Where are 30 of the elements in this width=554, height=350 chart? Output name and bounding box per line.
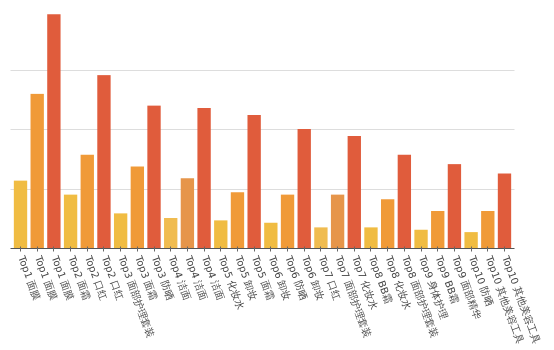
bar	[47, 14, 61, 248]
bar	[414, 230, 428, 248]
bar	[180, 178, 194, 248]
bar	[130, 166, 144, 248]
bar	[264, 222, 278, 248]
bar	[314, 227, 328, 248]
bar	[280, 194, 294, 248]
bar	[298, 129, 311, 248]
bar	[114, 213, 128, 248]
bar	[30, 94, 44, 248]
bar	[481, 211, 494, 248]
bar	[448, 164, 462, 248]
bar	[197, 108, 211, 248]
bar	[330, 194, 344, 248]
bar	[431, 211, 444, 248]
bar	[64, 194, 78, 248]
bar	[14, 180, 28, 248]
bar	[364, 227, 378, 248]
bar	[164, 218, 178, 248]
bar	[464, 232, 478, 248]
bar	[80, 154, 94, 248]
bar	[147, 106, 161, 248]
bar	[97, 75, 111, 248]
bar	[247, 114, 261, 248]
bar	[214, 220, 228, 248]
bar	[348, 136, 361, 248]
bar	[398, 154, 412, 248]
bar	[380, 199, 394, 248]
bar	[498, 174, 512, 248]
bar	[230, 192, 244, 248]
